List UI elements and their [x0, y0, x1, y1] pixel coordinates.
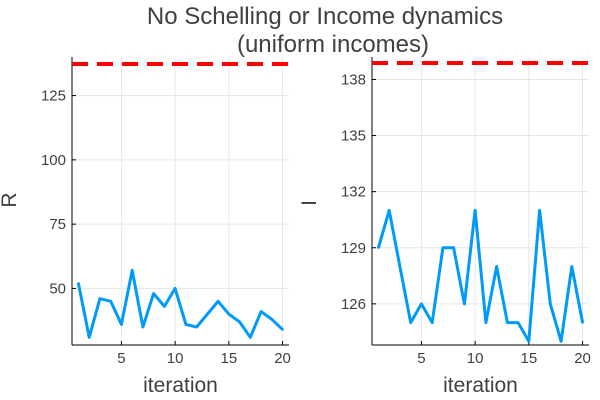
i-data-point-8	[463, 302, 466, 306]
i-data-point-5	[430, 321, 434, 324]
i-data-point-13	[516, 321, 520, 324]
r-data-point-2	[98, 297, 102, 300]
i-data-point-12	[506, 321, 509, 324]
r-ytick-label-3: 125	[41, 88, 66, 105]
r-data-point-16	[249, 336, 252, 339]
chart-title-line1: No Schelling or Income dynamics	[147, 3, 503, 30]
i-ytick-label-4: 138	[341, 71, 366, 88]
r-data-point-17	[259, 310, 263, 313]
i-data-point-19	[581, 321, 584, 324]
i-ytick-label-2: 132	[341, 184, 366, 201]
i-ylabel: I	[298, 200, 321, 206]
r-ytick-label-0: 50	[49, 280, 66, 297]
r-xlabel: iteration	[143, 374, 218, 397]
r-data-point-5	[130, 269, 134, 272]
r-series-line-0	[76, 268, 284, 339]
i-data-point-14	[527, 340, 531, 343]
r-ylabel: R	[0, 192, 21, 207]
i-data-point-11	[495, 265, 498, 268]
i-xlabel: iteration	[443, 374, 518, 397]
r-data-point-13	[216, 300, 220, 303]
r-xtick-label-2: 15	[220, 350, 237, 367]
r-data-point-4	[120, 323, 123, 326]
i-xtick-label-2: 15	[520, 350, 537, 367]
i-data-point-18	[570, 265, 574, 268]
r-data-point-10	[184, 323, 188, 326]
i-data-point-0	[377, 246, 380, 249]
i-xtick-label-1: 10	[467, 350, 484, 367]
panel-i: 5 10 15 20 126 129 132 135 138 iteration I	[298, 57, 591, 397]
i-data-point-10	[484, 321, 488, 324]
i-data-point-1	[387, 209, 391, 212]
r-data-point-7	[152, 292, 155, 295]
r-data-point-9	[173, 287, 177, 290]
r-data-point-19	[281, 328, 284, 331]
i-xtick-label-3: 20	[574, 350, 591, 367]
r-data-point-14	[227, 312, 231, 316]
r-xtick-label-3: 20	[274, 350, 291, 367]
i-data-point-17	[559, 340, 563, 343]
i-ytick-label-1: 129	[341, 240, 366, 257]
i-data-point-2	[398, 265, 402, 268]
i-data-point-15	[538, 209, 541, 212]
i-data-point-4	[420, 302, 423, 306]
i-ytick-label-0: 126	[341, 296, 366, 313]
r-xtick-label-1: 10	[167, 350, 184, 367]
r-xtick-label-0: 5	[117, 350, 125, 367]
i-data-point-3	[409, 321, 412, 324]
i-series-line-0	[376, 208, 585, 343]
i-data-point-7	[452, 246, 455, 249]
r-data-point-15	[238, 320, 241, 324]
r-data-point-8	[163, 305, 166, 308]
chart-title-line2: (uniform incomes)	[237, 31, 429, 58]
r-data-point-6	[141, 325, 145, 329]
panel-r: 5 10 15 20 50 75 100 125 iteration R	[0, 57, 291, 397]
r-data-point-11	[195, 325, 198, 329]
r-ytick-label-2: 100	[41, 152, 66, 169]
r-data-point-12	[206, 312, 209, 316]
i-data-point-9	[473, 209, 477, 212]
i-xtick-label-0: 5	[417, 350, 425, 367]
r-data-point-3	[109, 300, 112, 303]
r-ytick-label-1: 75	[49, 216, 66, 233]
i-data-point-6	[441, 246, 445, 249]
r-data-point-0	[77, 282, 80, 285]
i-data-point-16	[549, 302, 552, 306]
r-data-point-1	[87, 336, 91, 339]
i-ytick-label-3: 135	[341, 128, 366, 145]
r-data-point-18	[270, 318, 274, 321]
